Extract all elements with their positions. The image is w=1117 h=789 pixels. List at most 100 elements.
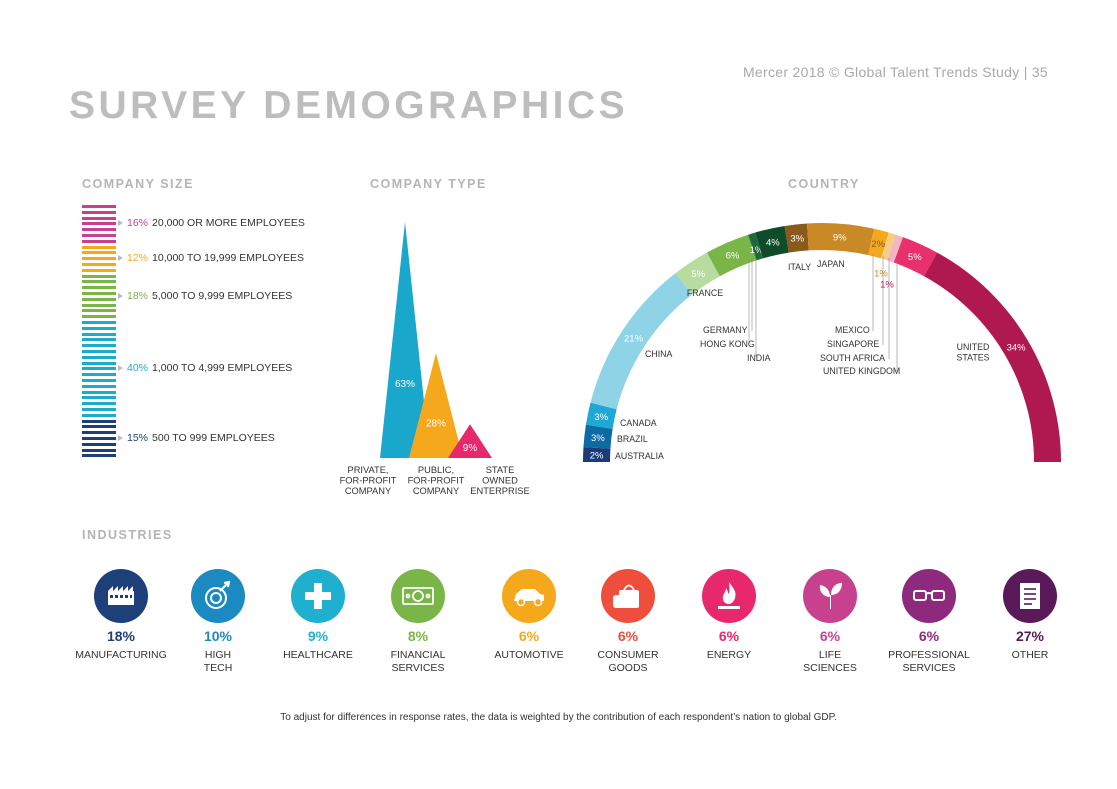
company-size-bar bbox=[82, 448, 116, 452]
company-size-pct: 16% bbox=[127, 217, 149, 230]
country-value: 5% bbox=[908, 252, 922, 263]
company-type-value: 9% bbox=[463, 443, 478, 454]
sprout-icon bbox=[819, 583, 842, 609]
company-size-bar bbox=[82, 437, 116, 440]
car-badge bbox=[502, 569, 556, 623]
company-size-label: 15% 500 TO 999 EMPLOYEES bbox=[118, 432, 275, 444]
country-value: 9% bbox=[833, 233, 847, 244]
medical-cross-badge bbox=[291, 569, 345, 623]
industry-label-line: SERVICES bbox=[391, 662, 445, 674]
industry-label-line: ENERGY bbox=[706, 649, 752, 661]
page-title: SURVEY DEMOGRAPHICS bbox=[69, 84, 629, 127]
company-size-bar bbox=[82, 367, 116, 371]
country-name: SINGAPORE bbox=[827, 339, 879, 349]
company-type-category: OWNED bbox=[482, 476, 518, 486]
industry-pct: 18% bbox=[106, 628, 136, 644]
company-size-bar bbox=[82, 303, 116, 307]
company-size-bar bbox=[82, 268, 116, 272]
country-name: MEXICO bbox=[835, 325, 870, 335]
shopping-bags-badge bbox=[601, 569, 655, 623]
document-badge bbox=[1003, 569, 1057, 623]
country-slice bbox=[706, 234, 757, 277]
company-size-bar bbox=[82, 350, 116, 353]
industry-label: FINANCIAL SERVICES bbox=[358, 649, 478, 675]
flame-icon bbox=[718, 582, 740, 609]
company-type-category: FOR-PROFIT bbox=[340, 476, 397, 486]
industry-pct: 6% bbox=[617, 628, 639, 644]
pointer-triangle-icon bbox=[118, 292, 123, 299]
country-value: 3% bbox=[790, 233, 804, 244]
industry-label-line: SERVICES bbox=[902, 662, 956, 674]
industry-label-line: AUTOMOTIVE bbox=[494, 649, 564, 661]
company-size-bar bbox=[82, 245, 116, 249]
pointer-triangle-icon bbox=[118, 434, 123, 441]
company-size-category: 1,000 TO 4,999 EMPLOYEES bbox=[152, 362, 293, 375]
company-type-category: STATE bbox=[486, 465, 515, 475]
country-value: 1% bbox=[880, 280, 894, 291]
industry-label-line: LIFE bbox=[818, 649, 842, 661]
country-value: 6% bbox=[726, 251, 740, 262]
industry-label: AUTOMOTIVE bbox=[469, 649, 589, 662]
company-size-bar bbox=[82, 454, 116, 458]
flame-badge bbox=[702, 569, 756, 623]
company-size-bar bbox=[82, 292, 116, 295]
company-type-triangle bbox=[409, 353, 463, 458]
industry-pct: 8% bbox=[407, 628, 429, 644]
country-value: 21% bbox=[624, 334, 644, 345]
company-size-label: 18% 5,000 TO 9,999 EMPLOYEES bbox=[118, 290, 292, 302]
company-size-category: 500 TO 999 EMPLOYEES bbox=[152, 431, 275, 444]
country-heading: COUNTRY bbox=[788, 177, 860, 191]
company-size-bar bbox=[82, 338, 116, 342]
industry-label: PROFESSIONAL SERVICES bbox=[869, 649, 989, 675]
industry-label: CONSUMER GOODS bbox=[568, 649, 688, 675]
industry-pct: 6% bbox=[518, 628, 540, 644]
industry-label-line: TECH bbox=[203, 662, 233, 674]
sprout-badge bbox=[803, 569, 857, 623]
company-type-triangle bbox=[448, 424, 492, 458]
industry-pct: 9% bbox=[307, 628, 329, 644]
company-size-bar bbox=[82, 396, 116, 400]
industry-label: MANUFACTURING bbox=[61, 649, 181, 662]
company-type-category: PUBLIC, bbox=[418, 465, 454, 475]
country-name: BRAZIL bbox=[617, 434, 648, 444]
company-type-category: PRIVATE, bbox=[348, 465, 389, 475]
company-size-bar bbox=[82, 263, 116, 266]
country-chart: 2% AUSTRALIA 3% BRAZIL 3% CANADA 21%CHINA 5% FRA… bbox=[583, 223, 1061, 462]
industry-label-line: OTHER bbox=[1011, 649, 1049, 661]
country-slice bbox=[585, 402, 617, 429]
company-size-bar bbox=[82, 355, 116, 359]
industry-label: HEALTHCARE bbox=[258, 649, 378, 662]
company-size-label: 40% 1,000 TO 4,999 EMPLOYEES bbox=[118, 362, 292, 374]
car-icon bbox=[514, 589, 544, 607]
company-type-value: 63% bbox=[395, 379, 415, 390]
industry-label-line: GOODS bbox=[608, 662, 648, 674]
factory-badge bbox=[94, 569, 148, 623]
country-name: CHINA bbox=[645, 349, 673, 359]
company-size-category: 5,000 TO 9,999 EMPLOYEES bbox=[152, 289, 293, 302]
company-size-bar bbox=[82, 251, 116, 255]
company-size-bar bbox=[82, 315, 116, 319]
country-slice bbox=[806, 223, 875, 256]
company-size-bar bbox=[82, 431, 116, 435]
country-value: 2% bbox=[590, 450, 604, 461]
company-size-bar bbox=[82, 384, 116, 388]
factory-icon bbox=[108, 586, 134, 605]
banknote-icon bbox=[402, 587, 434, 605]
industry-pct: 6% bbox=[819, 628, 841, 644]
country-slice bbox=[748, 232, 763, 261]
country-slice bbox=[755, 225, 789, 259]
country-value: 1% bbox=[874, 269, 888, 280]
country-slice bbox=[924, 252, 1061, 462]
country-slice bbox=[881, 232, 896, 261]
country-name: HONG KONG bbox=[700, 339, 755, 349]
company-size-bar bbox=[82, 344, 116, 348]
company-size-heading: COMPANY SIZE bbox=[82, 177, 194, 191]
country-name: FRANCE bbox=[687, 288, 723, 298]
industry-label-line: CONSUMER bbox=[597, 649, 659, 661]
country-name: UNITED KINGDOM bbox=[823, 366, 900, 376]
company-size-category: 10,000 TO 19,999 EMPLOYEES bbox=[152, 252, 304, 265]
country-value: 2% bbox=[871, 239, 885, 250]
country-value: 4% bbox=[766, 237, 780, 248]
industry-label: LIFE SCIENCES bbox=[770, 649, 890, 675]
country-slice bbox=[868, 228, 889, 259]
